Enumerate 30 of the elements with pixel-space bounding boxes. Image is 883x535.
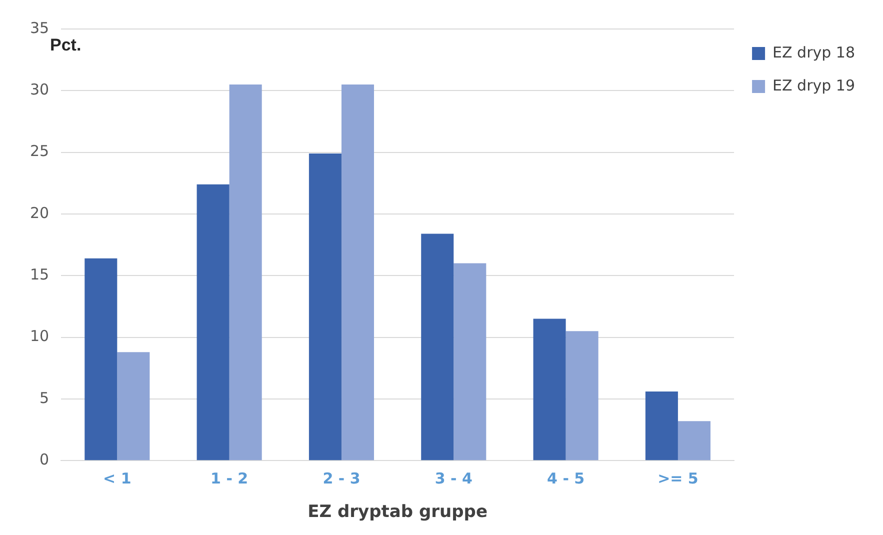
y-tick-label: 35 (30, 18, 50, 37)
bar (645, 392, 678, 460)
y-tick-label: 25 (30, 142, 50, 160)
x-tick-label: >= 5 (658, 469, 698, 488)
bar (566, 331, 598, 460)
x-tick-label: 1 - 2 (210, 469, 248, 488)
bar (196, 184, 230, 460)
y-tick-label: 20 (30, 204, 50, 222)
bar (84, 258, 118, 460)
x-tick-label: < 1 (103, 469, 132, 488)
y-tick-label: 30 (30, 80, 50, 99)
bar (454, 263, 486, 460)
y-tick-label: 5 (40, 388, 50, 407)
y-tick-label: 15 (30, 266, 50, 284)
bar (308, 154, 342, 460)
bar (229, 84, 262, 460)
x-tick-label: 2 - 3 (322, 469, 360, 488)
bar (678, 421, 710, 460)
y-tick-label: 10 (30, 327, 50, 346)
bar (421, 234, 454, 460)
bar (117, 352, 150, 460)
x-tick-label: 3 - 4 (434, 469, 472, 488)
bar (341, 84, 374, 460)
legend-label: EZ dryp 18 (772, 43, 856, 62)
x-axis-title: EZ dryptab gruppe (308, 502, 488, 522)
y-axis-title: Pct. (50, 36, 82, 55)
y-tick-label: 0 (40, 450, 50, 468)
bar (533, 318, 566, 460)
legend-label: EZ dryp 19 (772, 76, 856, 94)
x-tick-label: 4 - 5 (547, 469, 585, 488)
